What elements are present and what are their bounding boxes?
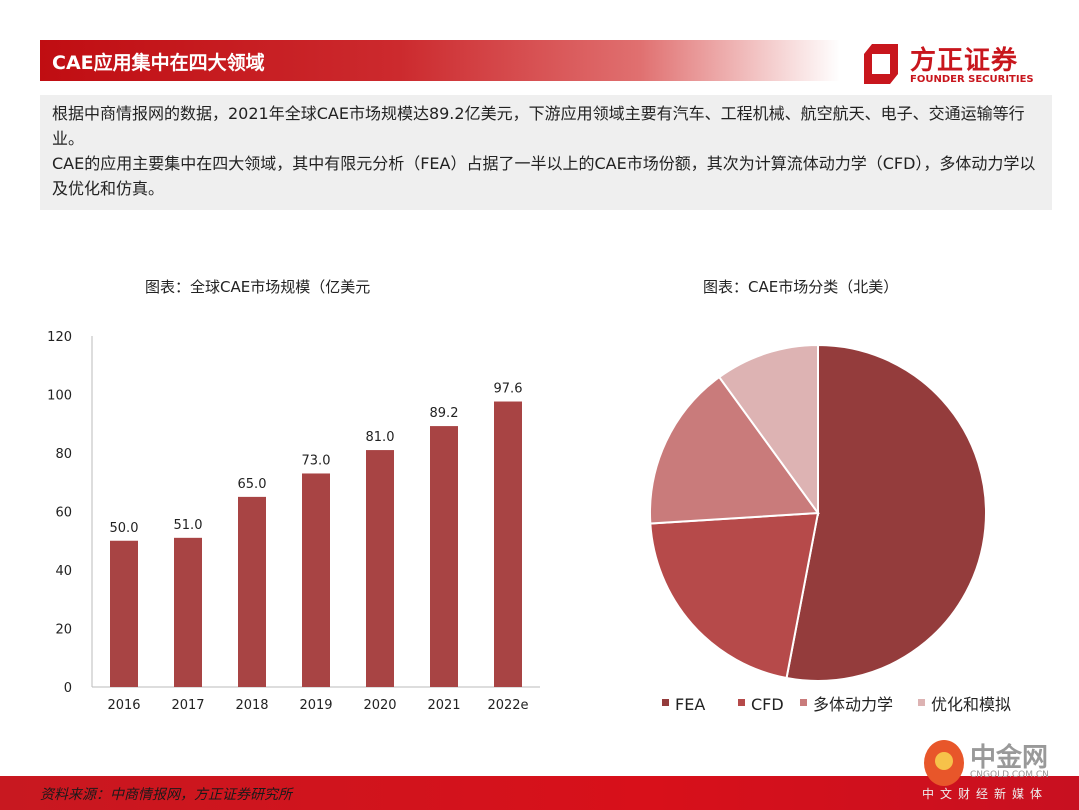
legend-label: 多体动力学 bbox=[813, 695, 893, 714]
bar bbox=[110, 540, 138, 687]
legend-label: CFD bbox=[751, 695, 784, 714]
pie-slice bbox=[717, 343, 819, 517]
bar bbox=[238, 496, 266, 687]
y-tick-label: 80 bbox=[55, 447, 72, 462]
bar-chart-title: 图表：全球CAE市场规模（亿美元 bbox=[145, 278, 371, 296]
intro-paragraph: CAE的应用主要集中在四大领域，其中有限元分析（FEA）占据了一半以上的CAE市… bbox=[52, 154, 1036, 198]
x-tick-label: 2016 bbox=[107, 698, 140, 713]
title-banner: CAE应用集中在四大领域 bbox=[40, 40, 840, 81]
y-tick-label: 0 bbox=[64, 681, 72, 696]
intro-paragraph: 根据中商情报网的数据，2021年全球CAE市场规模达89.2亿美元，下游应用领域… bbox=[52, 104, 1025, 148]
founder-logo: 方正证券 FOUNDER SECURITIES bbox=[862, 40, 1042, 90]
x-tick-label: 2019 bbox=[299, 698, 332, 713]
data-label: 89.2 bbox=[430, 406, 459, 421]
y-tick-label: 40 bbox=[55, 564, 72, 579]
pie-slice bbox=[785, 343, 987, 682]
founder-logo-icon bbox=[864, 44, 898, 84]
legend-swatch bbox=[800, 699, 807, 706]
x-tick-label: 2020 bbox=[363, 698, 396, 713]
watermark: 中金网 CNGOLD.COM.CN 中文财经新媒体 bbox=[922, 737, 1072, 807]
x-tick-label: 2017 bbox=[171, 698, 204, 713]
bar bbox=[174, 537, 202, 687]
data-label: 97.6 bbox=[494, 382, 523, 397]
intro-box: 根据中商情报网的数据，2021年全球CAE市场规模达89.2亿美元，下游应用领域… bbox=[40, 95, 1052, 210]
pie-chart-title: 图表：CAE市场分类（北美） bbox=[703, 278, 899, 296]
x-tick-label: 2018 bbox=[235, 698, 268, 713]
legend-label: FEA bbox=[675, 695, 705, 714]
legend-swatch bbox=[738, 699, 745, 706]
logo-text: 方正证券 bbox=[910, 46, 1019, 76]
y-tick-label: 120 bbox=[47, 330, 72, 345]
pie-chart: FEA CFD 多体动力学 优化和模拟 bbox=[649, 343, 1011, 714]
bar bbox=[302, 473, 330, 687]
legend-label: 优化和模拟 bbox=[931, 695, 1011, 714]
slide-title: CAE应用集中在四大领域 bbox=[52, 52, 265, 74]
legend-swatch bbox=[662, 699, 669, 706]
data-label: 65.0 bbox=[238, 477, 267, 492]
x-tick-label: 2022e bbox=[487, 698, 528, 713]
bar bbox=[430, 426, 458, 687]
bar bbox=[494, 401, 522, 687]
watermark-name: 中金网 bbox=[970, 743, 1049, 773]
source-note: 资料来源：中商情报网，方正证券研究所 bbox=[40, 787, 292, 803]
watermark-tagline: 中文财经新媒体 bbox=[922, 787, 1049, 801]
y-tick-label: 20 bbox=[55, 623, 72, 638]
logo-subtext: FOUNDER SECURITIES bbox=[910, 74, 1034, 85]
data-label: 73.0 bbox=[302, 453, 331, 468]
watermark-domain: CNGOLD.COM.CN bbox=[970, 770, 1049, 780]
y-tick-label: 100 bbox=[47, 389, 72, 404]
data-label: 81.0 bbox=[366, 430, 395, 445]
bar bbox=[366, 450, 394, 687]
legend-swatch bbox=[918, 699, 925, 706]
data-label: 50.0 bbox=[110, 521, 139, 536]
bar-chart: 0 20 40 60 80 100 120 50.0 2016 51.0 2017 65.0 2018 7… bbox=[47, 330, 540, 713]
y-tick-label: 60 bbox=[55, 506, 72, 521]
footer-bar: 资料来源：中商情报网，方正证券研究所 bbox=[0, 776, 1079, 810]
pie-slice bbox=[649, 375, 820, 525]
x-tick-label: 2021 bbox=[427, 698, 460, 713]
pie-slice bbox=[649, 511, 820, 680]
data-label: 51.0 bbox=[174, 518, 203, 533]
cngold-logo-icon bbox=[924, 740, 964, 786]
